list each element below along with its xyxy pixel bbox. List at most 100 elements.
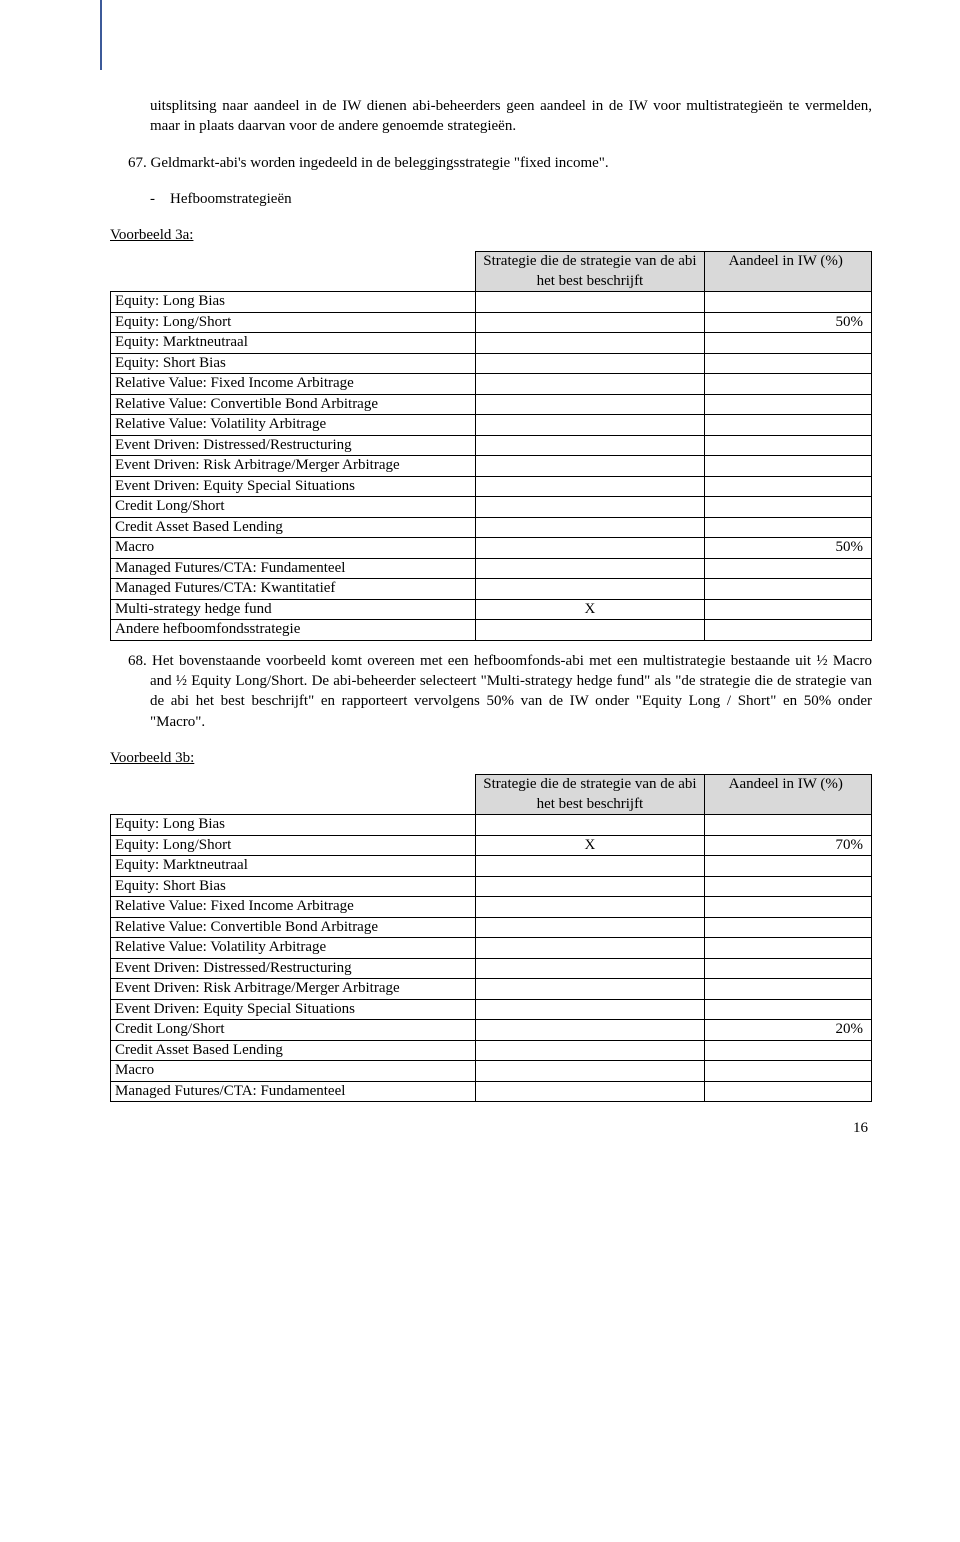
table-3a-mid-cell [476, 497, 704, 518]
table-3a-row: Event Driven: Distressed/Restructuring [111, 435, 872, 456]
example-3b-label: Voorbeeld 3b: [110, 748, 872, 768]
para-67-number: 67. [128, 155, 147, 171]
table-3b-label-cell: Relative Value: Convertible Bond Arbitra… [111, 917, 476, 938]
table-3b-header-right: Aandeel in IW (%) [704, 775, 871, 815]
table-3b-row: Macro [111, 1061, 872, 1082]
table-3b-label-cell: Credit Long/Short [111, 1020, 476, 1041]
table-3b-right-cell [704, 815, 871, 836]
table-3a-label-cell: Credit Asset Based Lending [111, 517, 476, 538]
table-3a-right-cell [704, 394, 871, 415]
table-3b-right-cell: 70% [704, 835, 871, 856]
table-3a-right-cell [704, 333, 871, 354]
table-3b-row: Event Driven: Distressed/Restructuring [111, 958, 872, 979]
table-3b-label-cell: Equity: Long Bias [111, 815, 476, 836]
table-3a-label-cell: Andere hefboomfondsstrategie [111, 620, 476, 641]
para-68-text: Het bovenstaande voorbeeld komt overeen … [150, 653, 872, 730]
table-3a-row: Event Driven: Risk Arbitrage/Merger Arbi… [111, 456, 872, 477]
table-3b-right-cell [704, 979, 871, 1000]
table-3b-row: Equity: Long Bias [111, 815, 872, 836]
table-3a-mid-cell [476, 312, 704, 333]
table-3a-mid-cell [476, 538, 704, 559]
example-3a-label: Voorbeeld 3a: [110, 225, 872, 245]
table-3a-row: Managed Futures/CTA: Fundamenteel [111, 558, 872, 579]
table-3b-mid-cell [476, 856, 704, 877]
table-3b-row: Relative Value: Volatility Arbitrage [111, 938, 872, 959]
table-3a-label-cell: Event Driven: Risk Arbitrage/Merger Arbi… [111, 456, 476, 477]
table-3a-label-cell: Equity: Marktneutraal [111, 333, 476, 354]
table-3b-mid-cell [476, 876, 704, 897]
table-3b-row: Equity: Long/ShortX70% [111, 835, 872, 856]
page-number: 16 [110, 1120, 872, 1137]
table-3a-right-cell [704, 415, 871, 436]
table-3a-mid-cell [476, 333, 704, 354]
table-3b-header-row: Strategie die de strategie van de abi he… [111, 775, 872, 815]
table-3b-mid-cell [476, 999, 704, 1020]
para-68-number: 68. [128, 653, 147, 669]
table-3b-row: Equity: Short Bias [111, 876, 872, 897]
table-3a-row: Equity: Short Bias [111, 353, 872, 374]
table-3a-label-cell: Multi-strategy hedge fund [111, 599, 476, 620]
table-3b-label-cell: Event Driven: Equity Special Situations [111, 999, 476, 1020]
table-3b-row: Credit Asset Based Lending [111, 1040, 872, 1061]
table-3a-right-cell [704, 435, 871, 456]
table-3b-right-cell [704, 958, 871, 979]
table-3a-row: Equity: Long Bias [111, 292, 872, 313]
table-3b-right-cell [704, 1061, 871, 1082]
table-3a-label-cell: Equity: Short Bias [111, 353, 476, 374]
table-3b-label-cell: Equity: Short Bias [111, 876, 476, 897]
table-3b-label-cell: Managed Futures/CTA: Fundamenteel [111, 1081, 476, 1102]
table-3b-mid-cell [476, 1020, 704, 1041]
table-3b-right-cell [704, 999, 871, 1020]
table-3a-mid-cell [476, 517, 704, 538]
table-3b-row: Relative Value: Fixed Income Arbitrage [111, 897, 872, 918]
table-3b-mid-cell: X [476, 835, 704, 856]
table-3a-mid-cell [476, 292, 704, 313]
table-3a: Strategie die de strategie van de abi he… [110, 251, 872, 641]
table-3b-mid-cell [476, 897, 704, 918]
table-3a-right-cell [704, 353, 871, 374]
table-3a-right-cell [704, 476, 871, 497]
table-3a-mid-cell [476, 353, 704, 374]
table-3b-row: Relative Value: Convertible Bond Arbitra… [111, 917, 872, 938]
table-3a-mid-cell [476, 456, 704, 477]
bullet-dash: - [150, 191, 155, 207]
table-3a-row: Credit Long/Short [111, 497, 872, 518]
table-3b-mid-cell [476, 979, 704, 1000]
table-3b-label-cell: Equity: Long/Short [111, 835, 476, 856]
table-3b-right-cell [704, 856, 871, 877]
table-3a-label-cell: Relative Value: Fixed Income Arbitrage [111, 374, 476, 395]
table-3b-label-cell: Event Driven: Distressed/Restructuring [111, 958, 476, 979]
table-3a-row: Multi-strategy hedge fundX [111, 599, 872, 620]
table-3b-header-mid: Strategie die de strategie van de abi he… [476, 775, 704, 815]
table-3b-label-cell: Event Driven: Risk Arbitrage/Merger Arbi… [111, 979, 476, 1000]
table-3a-right-cell: 50% [704, 538, 871, 559]
table-3a-right-cell [704, 558, 871, 579]
table-3a-right-cell [704, 497, 871, 518]
table-3a-label-cell: Managed Futures/CTA: Kwantitatief [111, 579, 476, 600]
table-3a-row: Credit Asset Based Lending [111, 517, 872, 538]
table-3b-label-cell: Macro [111, 1061, 476, 1082]
table-3a-label-cell: Credit Long/Short [111, 497, 476, 518]
table-3b-row: Equity: Marktneutraal [111, 856, 872, 877]
table-3b-mid-cell [476, 1081, 704, 1102]
header-rule [100, 0, 102, 70]
table-3b-mid-cell [476, 938, 704, 959]
table-3a-label-cell: Event Driven: Equity Special Situations [111, 476, 476, 497]
table-3a-mid-cell [476, 415, 704, 436]
para-67-text: Geldmarkt-abi's worden ingedeeld in de b… [151, 155, 609, 171]
table-3a-label-cell: Macro [111, 538, 476, 559]
table-3a-right-cell [704, 517, 871, 538]
table-3a-row: Relative Value: Convertible Bond Arbitra… [111, 394, 872, 415]
table-3b-right-cell: 20% [704, 1020, 871, 1041]
table-3a-label-cell: Event Driven: Distressed/Restructuring [111, 435, 476, 456]
table-3b-mid-cell [476, 1040, 704, 1061]
table-3a-mid-cell [476, 394, 704, 415]
table-3b-mid-cell [476, 815, 704, 836]
table-3a-row: Equity: Marktneutraal [111, 333, 872, 354]
table-3a-mid-cell [476, 374, 704, 395]
table-3a-row: Managed Futures/CTA: Kwantitatief [111, 579, 872, 600]
table-3a-row: Equity: Long/Short50% [111, 312, 872, 333]
table-3b-right-cell [704, 876, 871, 897]
paragraph-68: 68. Het bovenstaande voorbeeld komt over… [150, 651, 872, 732]
table-3b-right-cell [704, 917, 871, 938]
